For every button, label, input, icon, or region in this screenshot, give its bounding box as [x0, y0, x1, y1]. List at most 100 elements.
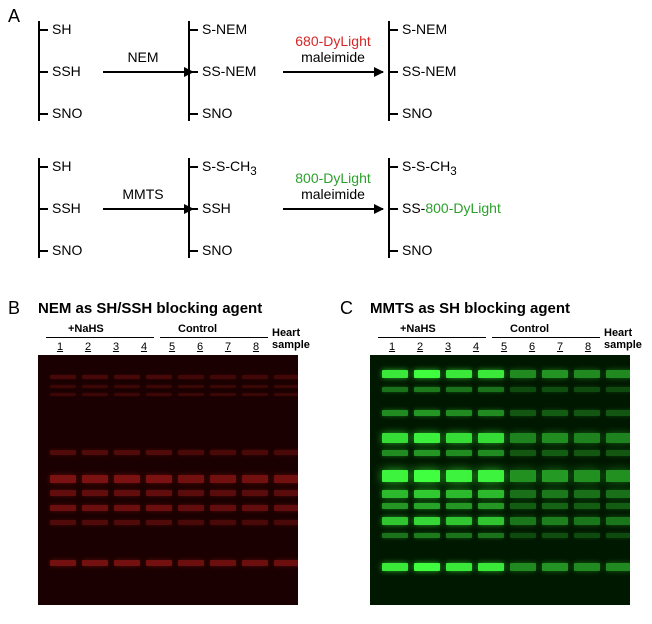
- gel-lane: [114, 355, 140, 605]
- gel-lane: [50, 355, 76, 605]
- gel-band: [274, 490, 298, 496]
- species: SNO: [402, 105, 432, 121]
- gel-band: [414, 517, 440, 525]
- gel-lane: [82, 355, 108, 605]
- arrow-1: NEM: [98, 21, 188, 121]
- gel-band: [414, 450, 440, 456]
- gel-band: [414, 563, 440, 571]
- gel-band: [114, 450, 140, 455]
- gel-b-header: +NaHS Control 12345678 Heart sample: [38, 323, 318, 355]
- gel-band: [510, 450, 536, 456]
- gel-band: [414, 370, 440, 378]
- gel-band: [574, 433, 600, 443]
- panel-a: A SH SSH SNO NEM S-NEM SS-NEM SNO 680-Dy…: [8, 8, 644, 288]
- gel-band: [606, 563, 630, 571]
- gel-band: [178, 560, 204, 566]
- gel-band: [242, 520, 268, 525]
- gel-band: [510, 370, 536, 378]
- gel-band: [382, 490, 408, 498]
- gel-band: [574, 533, 600, 538]
- gel-band: [274, 385, 298, 388]
- gel-band: [50, 505, 76, 511]
- gel-band: [146, 560, 172, 566]
- scheme2-col1: SH SSH SNO: [38, 158, 98, 258]
- gel-band: [178, 520, 204, 525]
- gel-band: [510, 433, 536, 443]
- gel-band: [574, 490, 600, 498]
- gel-band: [50, 475, 76, 483]
- lane-numbers: 12345678: [378, 341, 602, 353]
- gel-band: [274, 375, 298, 379]
- gel-band: [606, 470, 630, 482]
- arrow-4: 800-DyLight maleimide: [278, 158, 388, 258]
- gel-band: [478, 470, 504, 482]
- gel-band: [210, 393, 236, 396]
- gel-band: [242, 490, 268, 496]
- gel-band: [178, 385, 204, 388]
- gel-band: [478, 370, 504, 378]
- gel-band: [574, 503, 600, 509]
- gel-band: [542, 410, 568, 416]
- species: SS-800-DyLight: [402, 200, 501, 216]
- scheme2-col2: S-S-CH3 SSH SNO: [188, 158, 278, 258]
- panel-c: C MMTS as SH blocking agent +NaHS Contro…: [340, 300, 650, 605]
- gel-band: [146, 385, 172, 388]
- gel-band: [542, 503, 568, 509]
- gel-band: [414, 490, 440, 498]
- gel-band: [510, 533, 536, 538]
- gel-band: [50, 520, 76, 525]
- panel-a-label: A: [8, 6, 20, 27]
- gel-band: [146, 475, 172, 483]
- gel-band: [382, 410, 408, 416]
- gel-band: [478, 433, 504, 443]
- gel-band: [178, 375, 204, 379]
- gel-band: [510, 490, 536, 498]
- lane-number: 5: [490, 341, 518, 353]
- gel-band: [146, 505, 172, 511]
- gel-lane: [414, 355, 440, 605]
- gel-band: [82, 393, 108, 396]
- lane-number: 1: [46, 341, 74, 353]
- gel-band: [82, 505, 108, 511]
- gel-band: [242, 375, 268, 379]
- arrow-3: MMTS: [98, 158, 188, 258]
- gel-lane: [542, 355, 568, 605]
- species: SSH: [52, 200, 81, 216]
- gel-band: [382, 533, 408, 538]
- gel-band: [542, 533, 568, 538]
- gel-band: [274, 505, 298, 511]
- gel-band: [50, 560, 76, 566]
- lane-number: 8: [574, 341, 602, 353]
- gel-band: [446, 563, 472, 571]
- reagent-label: NEM: [98, 49, 188, 65]
- gel-band: [446, 517, 472, 525]
- gel-band: [510, 563, 536, 571]
- gel-band: [542, 370, 568, 378]
- gel-band: [414, 410, 440, 416]
- gel-band: [542, 490, 568, 498]
- gel-band: [542, 517, 568, 525]
- gel-band: [542, 387, 568, 392]
- lane-number: 4: [130, 341, 158, 353]
- gel-band: [478, 503, 504, 509]
- gel-band: [274, 560, 298, 566]
- gel-band: [50, 490, 76, 496]
- gel-band: [510, 410, 536, 416]
- species: SNO: [402, 242, 432, 258]
- species: S-NEM: [202, 21, 247, 37]
- gel-band: [446, 470, 472, 482]
- gel-band: [382, 517, 408, 525]
- heart-sample-label: Heart sample: [604, 327, 650, 351]
- gel-band: [478, 387, 504, 392]
- gel-band: [606, 517, 630, 525]
- gel-lane: [274, 355, 298, 605]
- gel-band: [574, 370, 600, 378]
- gel-c-header: +NaHS Control 12345678 Heart sample: [370, 323, 650, 355]
- lane-numbers: 12345678: [46, 341, 270, 353]
- reagent-label: maleimide: [278, 49, 388, 65]
- gel-band: [446, 533, 472, 538]
- gel-band: [114, 560, 140, 566]
- gel-band: [178, 475, 204, 483]
- reagent-label-red: 680-DyLight: [278, 33, 388, 49]
- gel-band: [414, 503, 440, 509]
